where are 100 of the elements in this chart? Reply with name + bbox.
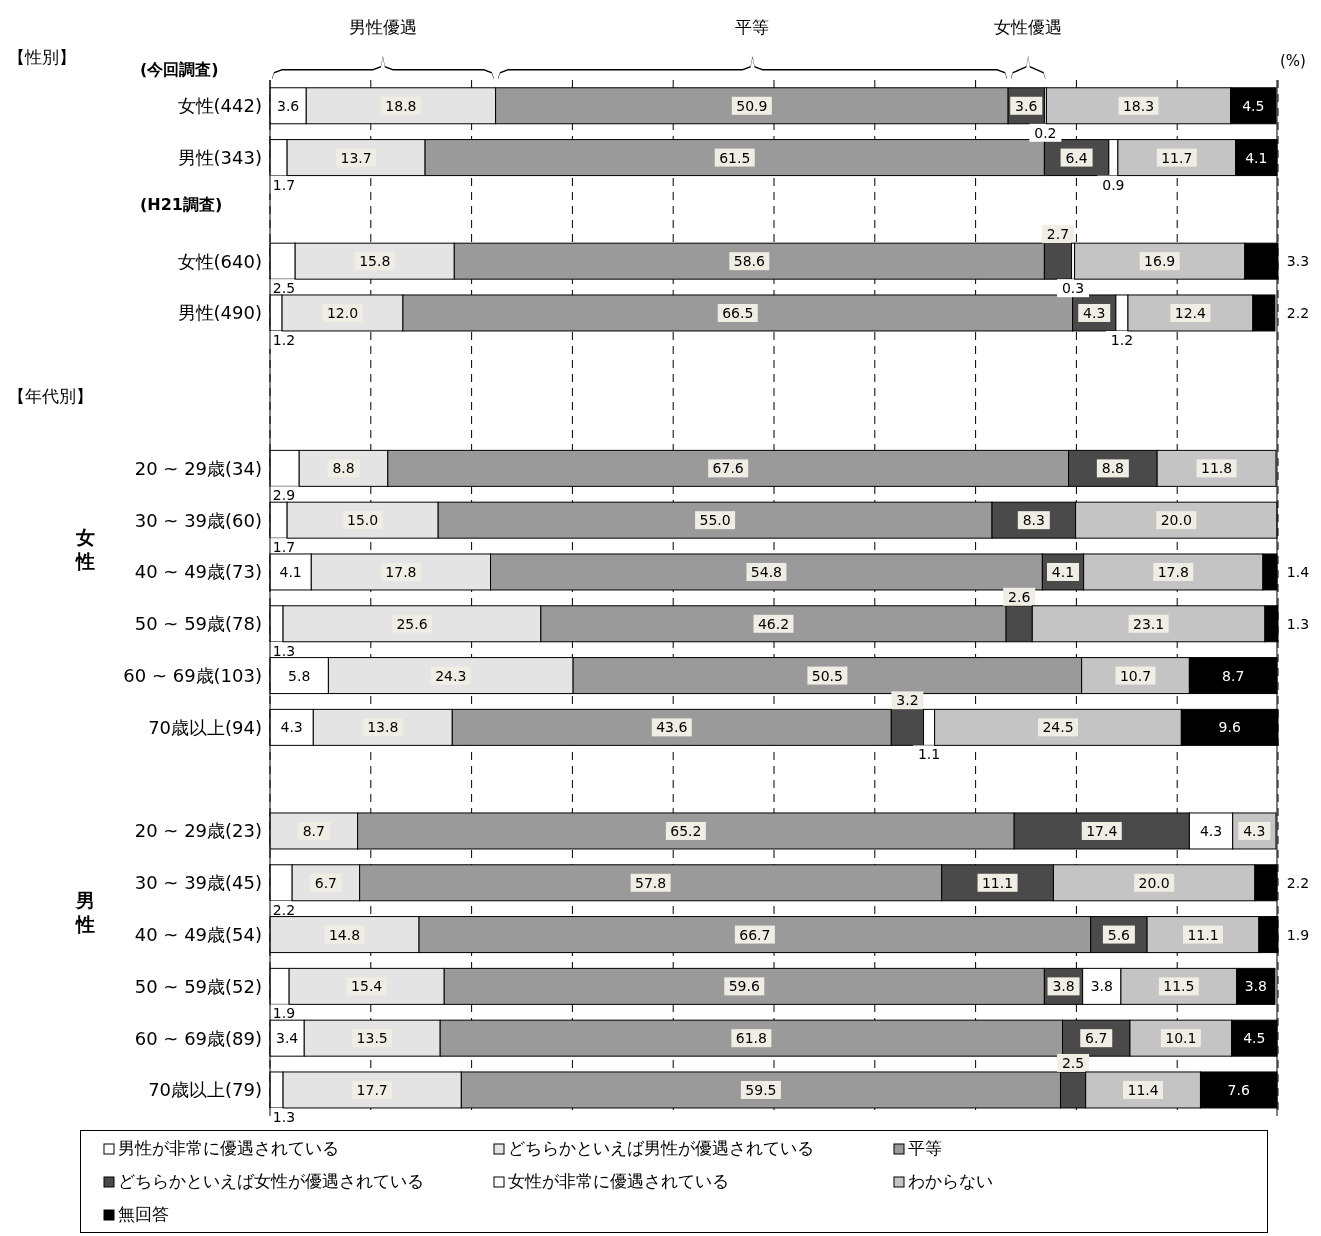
data-label: 1.3 [272, 642, 296, 659]
y-tick-label: 20 ~ 29歳(34) [134, 457, 262, 479]
data-label: 24.3 [435, 667, 467, 684]
data-label: 18.8 [385, 97, 417, 114]
data-label: 8.3 [1022, 512, 1045, 529]
data-label: 1.2 [1110, 331, 1134, 348]
data-label: 2.5 [272, 280, 296, 297]
data-label: 4.5 [1243, 1030, 1266, 1047]
data-label: 17.8 [385, 563, 417, 580]
data-label: 3.8 [1052, 978, 1075, 995]
legend-label: わからない [908, 1170, 993, 1193]
data-label: 1.4 [1286, 563, 1310, 580]
data-label: 0.2 [1034, 124, 1057, 141]
text: 女性優遇 [994, 16, 1063, 39]
data-label: 66.7 [739, 926, 771, 943]
data-label: 54.8 [750, 563, 783, 580]
data-label: 17.7 [356, 1081, 388, 1098]
data-label: 61.5 [719, 149, 751, 166]
data-label: 2.7 [1046, 226, 1070, 243]
data-label: 9.6 [1218, 719, 1241, 736]
text: (H21調査) [140, 194, 223, 216]
data-label: 1.9 [272, 1005, 296, 1022]
data-label: 4.1 [1245, 149, 1268, 166]
y-tick-label: 20 ~ 29歳(23) [134, 820, 262, 842]
text: 【性別】 [8, 46, 76, 69]
data-label: 65.2 [670, 822, 702, 839]
data-label: 0.3 [1061, 280, 1085, 297]
data-label: 12.4 [1174, 304, 1207, 321]
data-label: 8.8 [1101, 460, 1124, 477]
data-label: 23.1 [1133, 615, 1165, 632]
data-label: 1.2 [272, 331, 296, 348]
data-label: 24.5 [1042, 719, 1074, 736]
y-tick-label: 60 ~ 69歳(89) [134, 1027, 262, 1049]
data-label: 2.9 [272, 487, 296, 504]
data-label: 3.6 [276, 97, 300, 114]
y-tick-label: 女性(442) [177, 95, 262, 117]
data-label: 43.6 [656, 719, 688, 736]
data-label: 13.7 [340, 149, 372, 166]
data-label: 20.0 [1138, 874, 1170, 891]
data-label: 2.5 [1061, 1054, 1085, 1071]
data-label: 67.6 [712, 460, 744, 477]
data-label: 15.4 [351, 978, 383, 995]
data-label: 8.7 [1222, 667, 1245, 684]
y-tick-label: 男性(343) [177, 147, 262, 169]
data-label: 11.1 [981, 874, 1014, 891]
data-label: 4.3 [1243, 822, 1266, 839]
data-label: 4.3 [1199, 822, 1223, 839]
data-label: 18.3 [1122, 97, 1155, 114]
data-label: 1.7 [272, 176, 296, 193]
data-label: 59.5 [745, 1081, 777, 1098]
data-label: 6.7 [1085, 1030, 1108, 1047]
data-label: 11.4 [1127, 1081, 1159, 1098]
text: 【年代別】 [8, 384, 93, 408]
text: 女性 [74, 525, 96, 574]
data-label: 0.9 [1102, 176, 1125, 193]
legend-label: 平等 [908, 1137, 942, 1160]
data-label: 3.4 [275, 1030, 299, 1047]
data-label: 1.9 [1286, 926, 1310, 943]
data-label: 4.5 [1242, 97, 1265, 114]
data-label: 4.1 [279, 563, 302, 580]
data-label: 13.8 [367, 719, 399, 736]
legend-label: どちらかといえば女性が優遇されている [118, 1170, 424, 1193]
y-tick-label: 40 ~ 49歳(73) [134, 561, 262, 583]
data-label: 3.3 [1286, 253, 1310, 270]
data-label: 59.6 [728, 978, 760, 995]
y-tick-label: 男性(490) [177, 302, 262, 324]
text: 男性優遇 [348, 16, 417, 39]
data-label: 1.7 [272, 539, 296, 556]
data-label: 16.9 [1144, 253, 1176, 270]
data-label: 66.5 [722, 304, 754, 321]
legend-label: 男性が非常に優遇されている [118, 1137, 339, 1160]
data-label: 55.0 [699, 512, 731, 529]
y-tick-label: 30 ~ 39歳(60) [134, 509, 262, 531]
data-label: 15.0 [347, 512, 379, 529]
data-label: 3.6 [1015, 97, 1038, 114]
data-label: 5.8 [288, 667, 311, 684]
data-label: 3.8 [1244, 978, 1267, 995]
data-label: 50.9 [736, 97, 768, 114]
data-label: 13.5 [356, 1030, 388, 1047]
data-label: 12.0 [326, 304, 359, 321]
legend-label: 無回答 [118, 1203, 169, 1226]
data-label: 4.3 [1083, 304, 1106, 321]
data-label: 17.4 [1086, 822, 1118, 839]
data-label: 1.3 [272, 1108, 296, 1125]
text: (今回調査) [140, 60, 219, 81]
y-tick-label: 40 ~ 49歳(54) [134, 924, 262, 946]
y-tick-label: 50 ~ 59歳(52) [134, 975, 262, 997]
data-label: 2.6 [1008, 588, 1031, 605]
y-tick-label: 70歳以上(94) [148, 716, 262, 738]
data-label: 46.2 [757, 615, 790, 632]
text: 男性 [74, 888, 96, 937]
data-label: 2.2 [272, 901, 296, 918]
data-label: 50.5 [811, 667, 843, 684]
y-tick-label: 30 ~ 39歳(45) [134, 872, 262, 894]
text: (%) [1280, 52, 1306, 70]
data-label: 3.8 [1090, 978, 1113, 995]
data-label: 15.8 [359, 253, 391, 270]
data-label: 6.4 [1065, 149, 1088, 166]
data-label: 20.0 [1160, 512, 1192, 529]
y-tick-label: 60 ~ 69歳(103) [123, 665, 262, 687]
